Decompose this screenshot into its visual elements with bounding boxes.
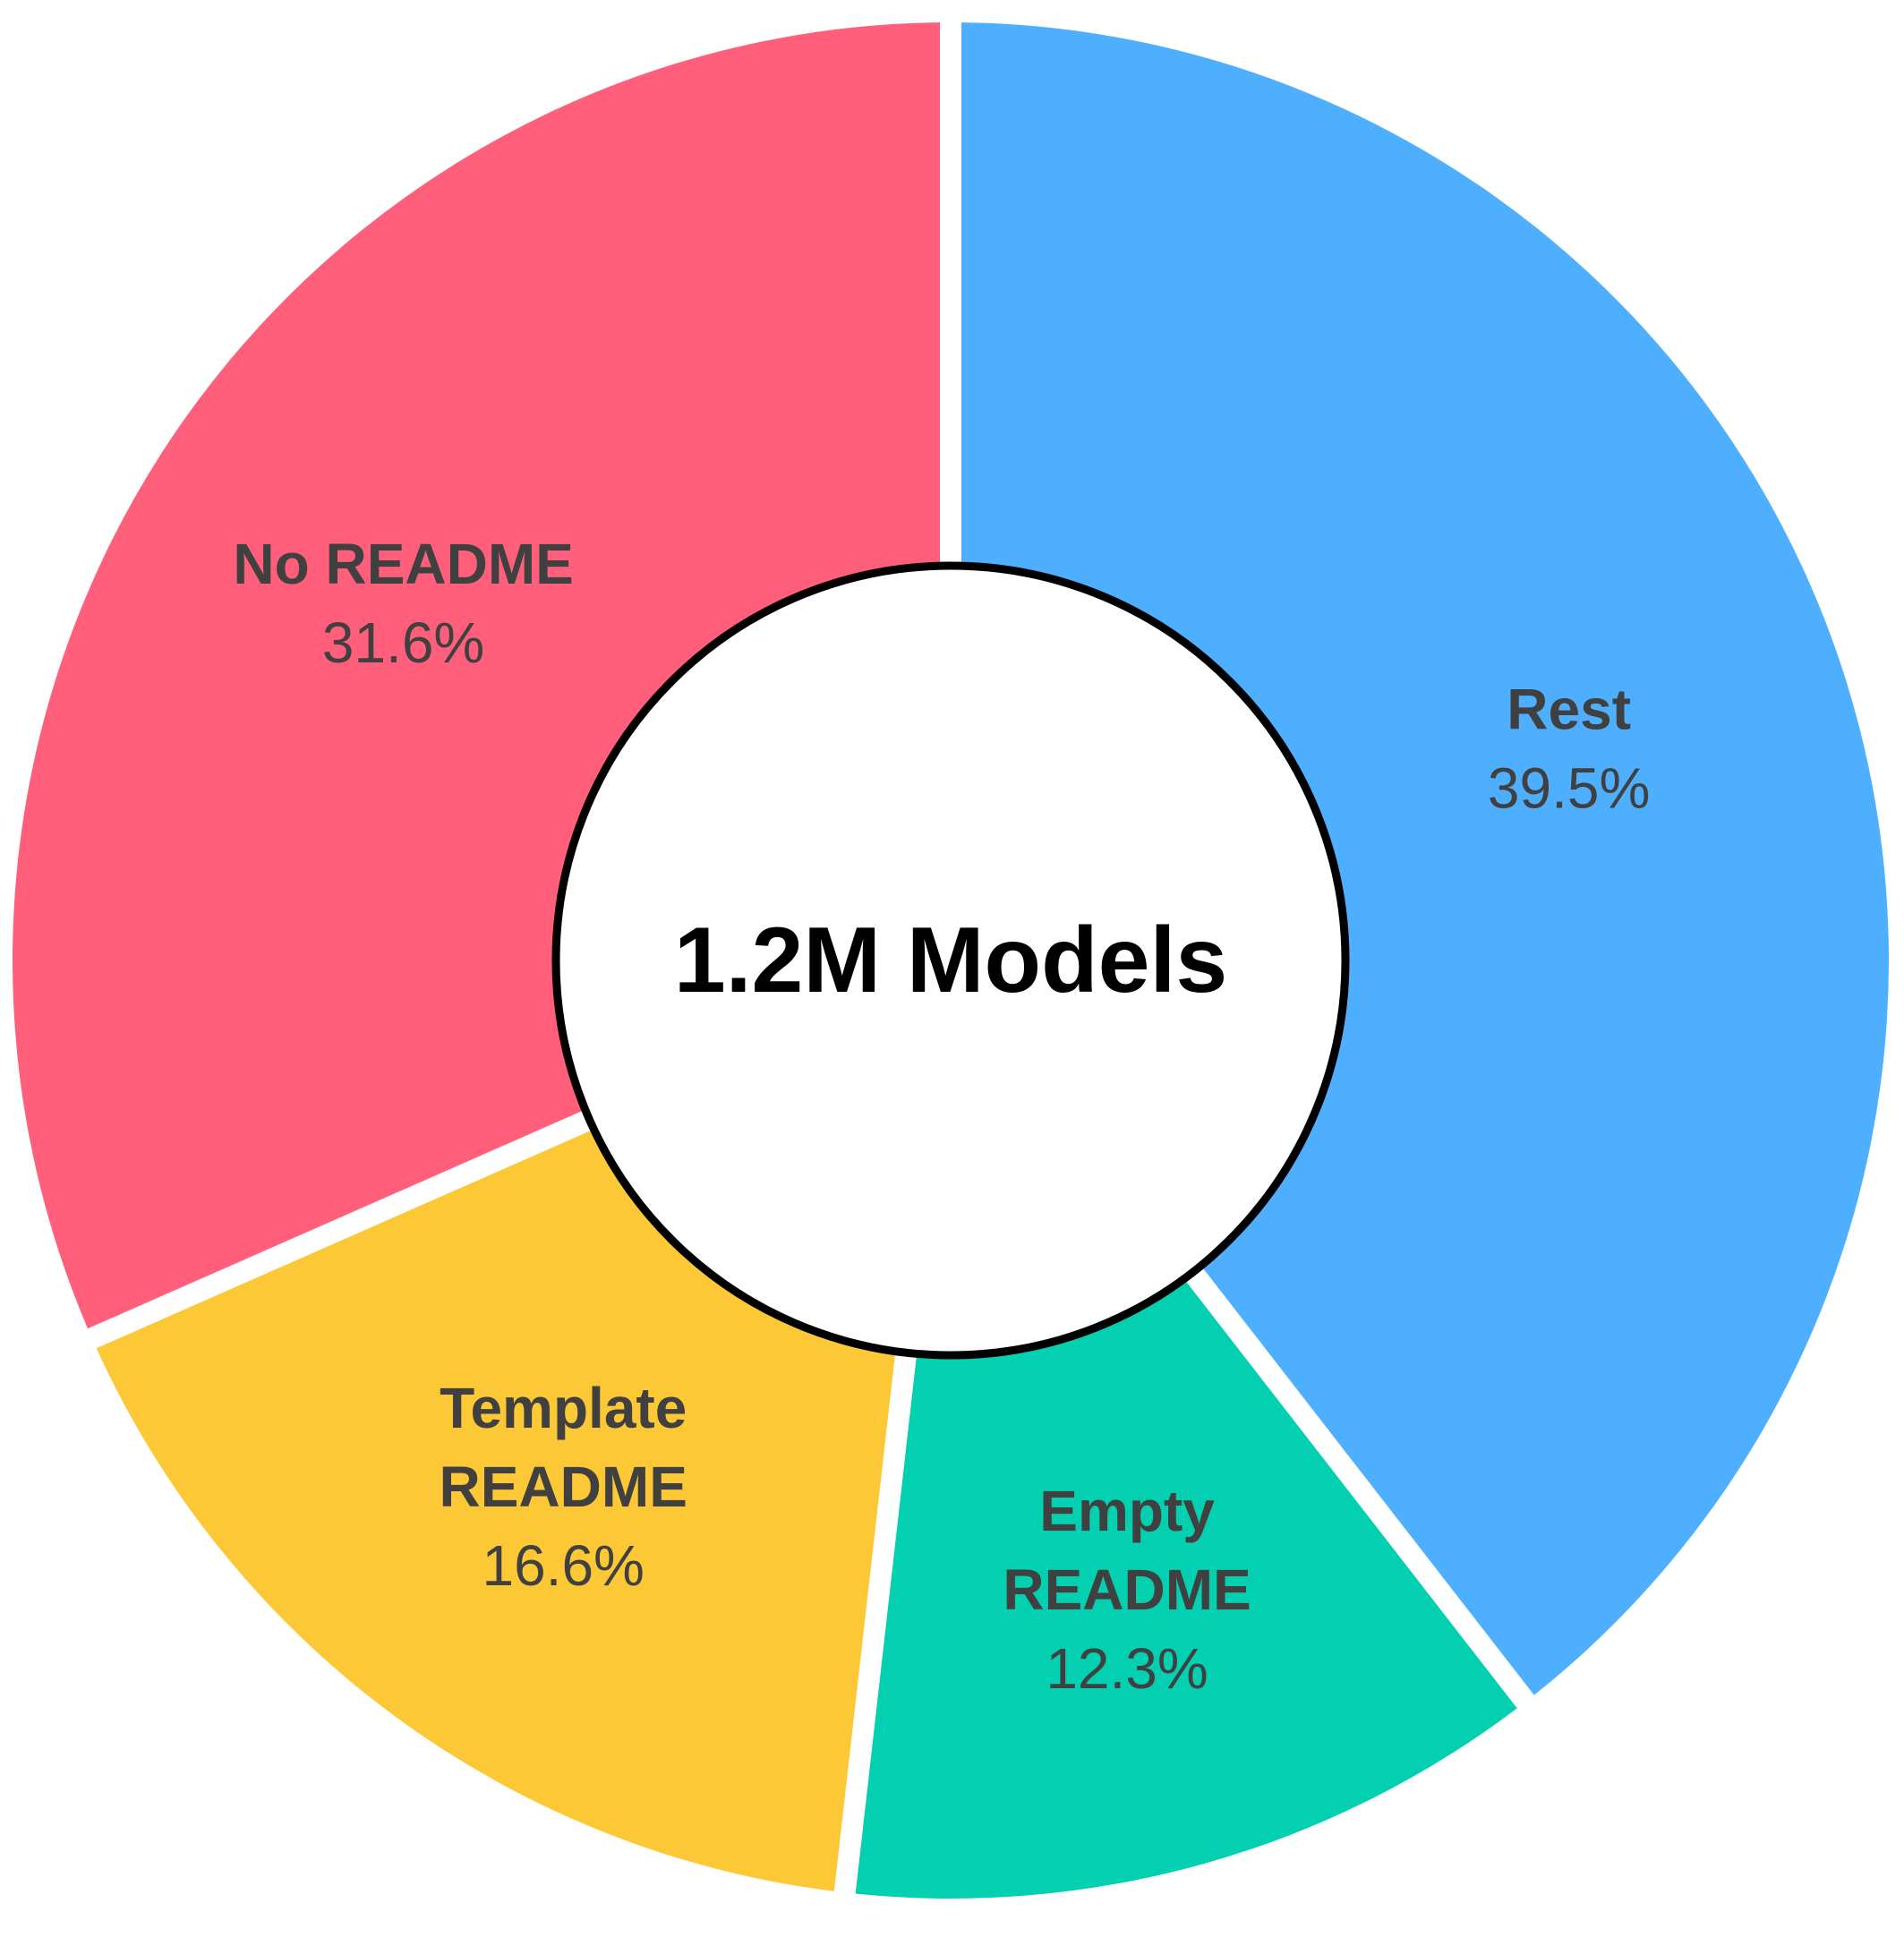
center-label: 1.2M Models — [674, 909, 1227, 1012]
slice-value-no-readme: 31.6% — [322, 610, 484, 675]
slice-rest — [951, 22, 1889, 1703]
slice-value-rest: 39.5% — [1488, 756, 1650, 821]
slice-label-no-readme: No README — [233, 532, 573, 596]
center-circle — [551, 561, 1350, 1360]
slice-label-empty-readme: README — [1003, 1558, 1251, 1622]
slice-label-empty-readme: Empty — [1039, 1479, 1215, 1543]
labels-group: Rest 39.5% Empty README 12.3% Template README 1… — [233, 532, 1650, 1701]
slice-value-empty-readme: 12.3% — [1046, 1636, 1208, 1701]
slice-value-template-readme: 16.6% — [482, 1533, 644, 1598]
slice-label-template-readme: Template — [440, 1376, 687, 1440]
slice-label-rest: Rest — [1507, 678, 1631, 742]
slice-label-template-readme: README — [440, 1455, 687, 1519]
